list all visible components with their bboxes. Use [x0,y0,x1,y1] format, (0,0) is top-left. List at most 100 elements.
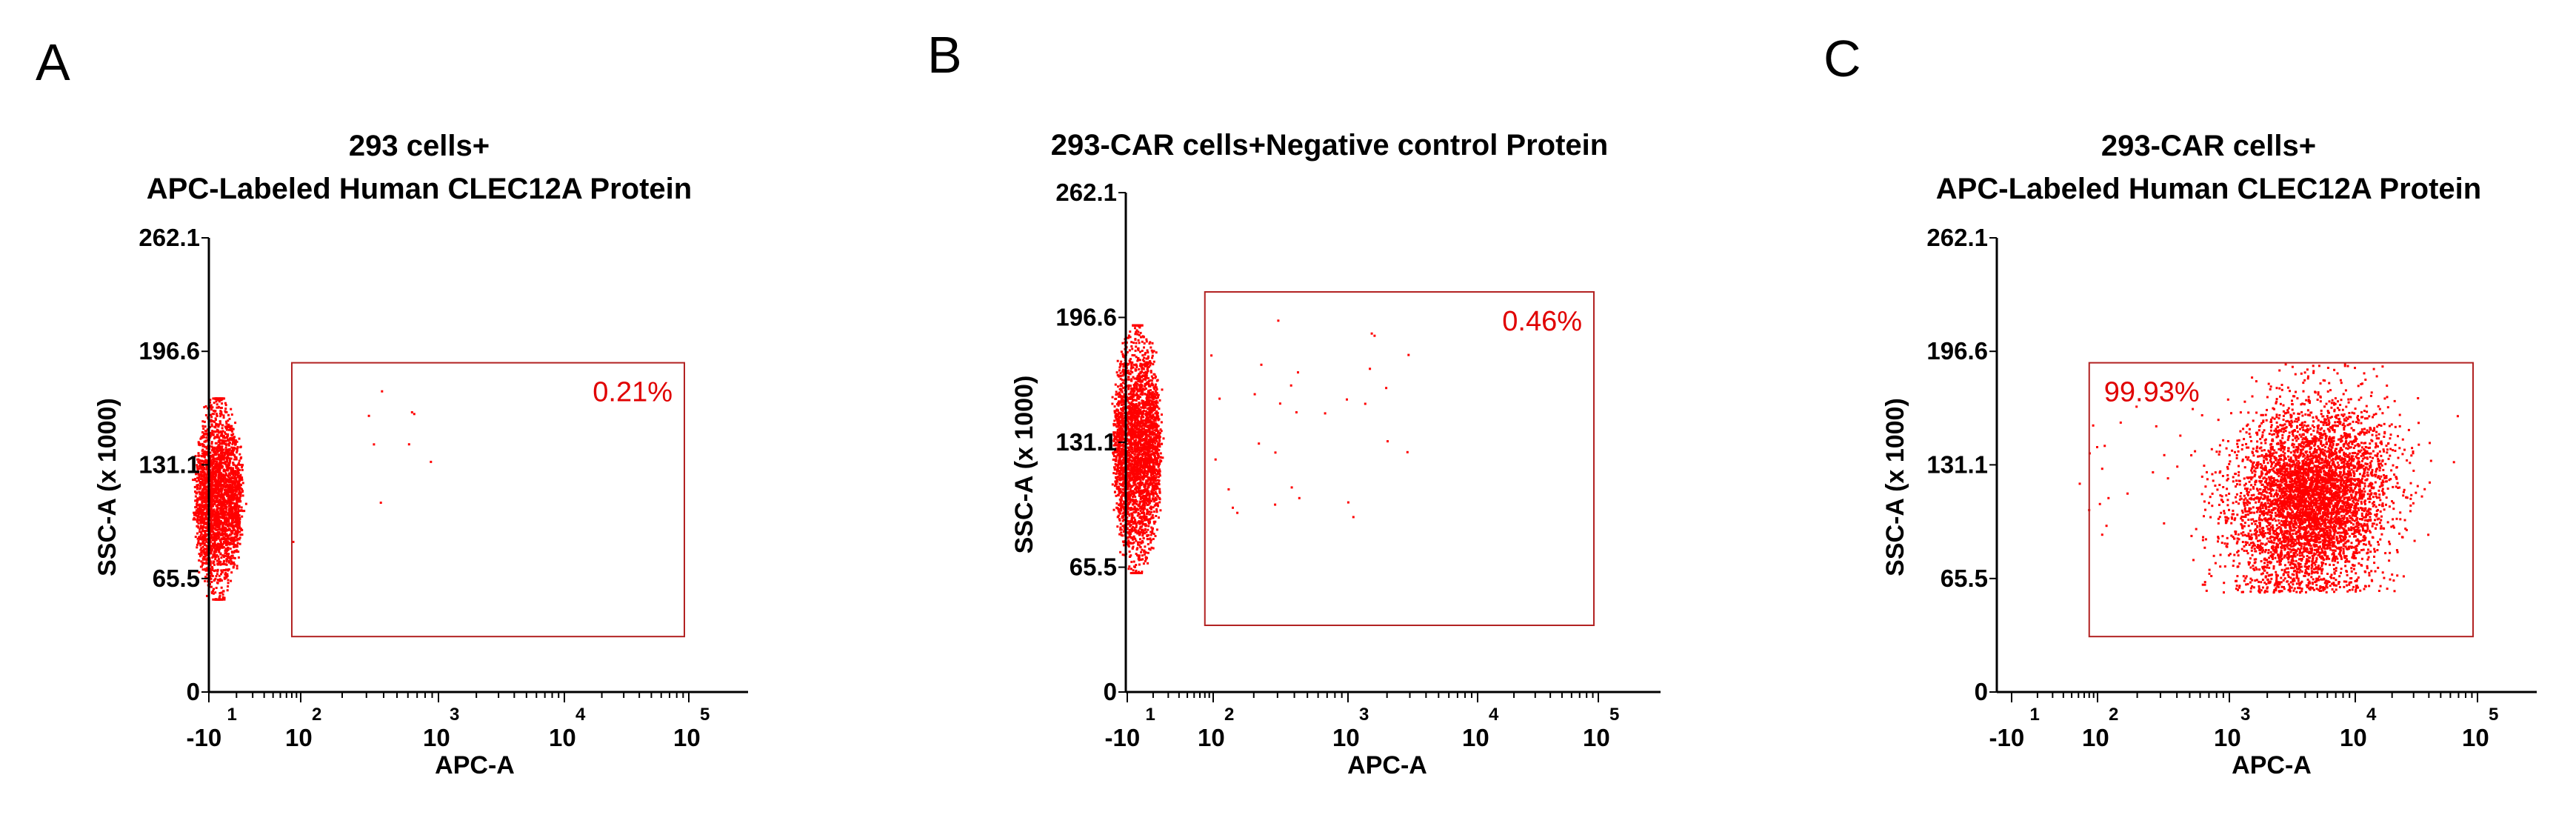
scatter-point [1114,481,1116,483]
scatter-point [1120,372,1122,374]
scatter-point [228,478,230,480]
scatter-point [233,493,236,496]
scatter-point [230,508,233,510]
scatter-point [1137,456,1139,458]
scatter-point [237,529,239,531]
scatter-point [236,538,238,540]
scatter-point [1129,515,1131,517]
scatter-point [1144,545,1146,548]
scatter-point [200,560,202,562]
scatter-point [229,508,231,510]
scatter-point [1115,456,1118,459]
scatter-point [218,592,221,594]
scatter-point [231,532,233,534]
scatter-point [1132,354,1134,356]
scatter-point [225,404,227,406]
scatter-point [212,397,214,399]
scatter-point [1141,341,1144,343]
scatter-point [210,578,213,580]
scatter-point [198,491,200,493]
scatter-point [212,488,214,490]
scatter-point [1143,356,1145,359]
scatter-point [204,479,206,482]
scatter-point [235,467,237,469]
scatter-point [217,579,219,581]
scatter-point [221,543,223,545]
scatter-point [214,465,216,467]
scatter-point [234,536,236,539]
scatter-point [216,582,218,584]
scatter-point [224,576,226,579]
scatter-point [1116,502,1118,505]
scatter-point [213,485,216,487]
scatter-point [215,550,217,552]
scatter-point [233,544,236,546]
scatter-point [1129,494,1132,496]
scatter-point [192,479,194,481]
scatter-point [221,571,224,573]
scatter-point [196,501,198,503]
scatter-point [198,443,201,445]
scatter-point [217,543,219,545]
scatter-point [240,528,242,530]
scatter-point [226,467,228,469]
scatter-point [1137,420,1139,422]
scatter-point [199,542,201,545]
scatter-point [1150,473,1152,475]
scatter-point [224,482,227,484]
scatter-point [1149,396,1151,399]
scatter-point [1127,364,1129,366]
scatter-point [235,510,237,512]
scatter-point [226,559,228,562]
scatter-point [1120,363,1122,365]
scatter-point [217,471,219,473]
scatter-point [227,414,230,416]
scatter-point [198,536,201,539]
scatter-point [223,555,225,557]
scatter-point [227,448,229,450]
scatter-point [214,458,216,460]
scatter-point [218,441,221,443]
scatter-point [1147,525,1149,528]
scatter-point [236,517,238,519]
scatter-point [223,547,225,549]
scatter-point [1141,534,1144,536]
scatter-point [1138,334,1141,336]
scatter-point [199,499,201,501]
scatter-point [1156,510,1158,513]
scatter-point [224,569,227,571]
scatter-point [1155,400,1158,402]
scatter-point [1161,388,1164,390]
scatter-point [1131,409,1133,411]
scatter-point [202,482,204,485]
scatter-point [230,408,232,410]
scatter-point [201,550,204,552]
scatter-point [1155,433,1158,436]
y-tick-label: 131.1 [139,450,200,478]
scatter-point [224,426,227,428]
scatter-point [224,573,226,576]
scatter-point [220,573,222,576]
scatter-point [1149,542,1152,544]
scatter-point [1121,350,1123,353]
scatter-point [1147,529,1149,531]
scatter-point [236,441,238,443]
scatter-point [227,582,230,584]
scatter-point [1111,403,1113,405]
scatter-point [1151,411,1153,413]
scatter-point [219,540,221,542]
scatter-point [1149,389,1152,391]
scatter-point [224,519,226,521]
scatter-point [227,589,229,591]
y-tick-label: 196.6 [139,337,200,365]
scatter-point [233,546,235,548]
scatter-point [1118,518,1121,520]
scatter-point [1137,330,1139,333]
scatter-point [233,439,235,441]
scatter-point [216,481,218,483]
scatter-point [231,434,233,436]
scatter-point [211,449,213,451]
scatter-point [1155,439,1157,442]
scatter-point [215,417,217,419]
